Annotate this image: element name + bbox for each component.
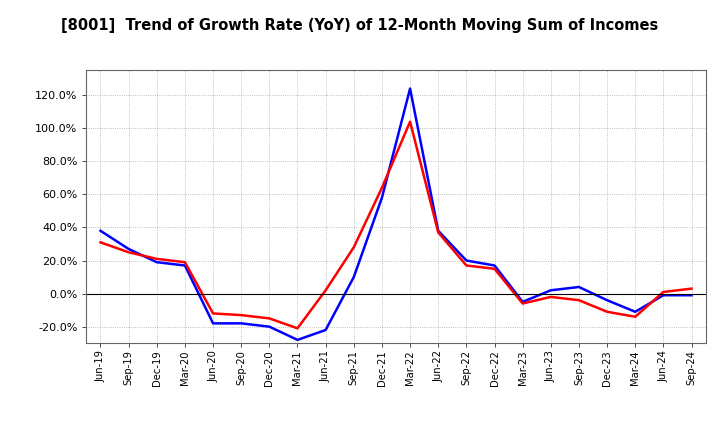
Net Income Growth Rate	[659, 290, 667, 295]
Ordinary Income Growth Rate	[603, 297, 611, 303]
Ordinary Income Growth Rate	[349, 275, 358, 280]
Line: Ordinary Income Growth Rate: Ordinary Income Growth Rate	[101, 88, 691, 340]
Ordinary Income Growth Rate	[181, 263, 189, 268]
Ordinary Income Growth Rate	[125, 246, 133, 252]
Ordinary Income Growth Rate	[96, 228, 105, 233]
Ordinary Income Growth Rate	[153, 260, 161, 265]
Net Income Growth Rate	[490, 266, 499, 271]
Net Income Growth Rate	[434, 230, 443, 235]
Text: [8001]  Trend of Growth Rate (YoY) of 12-Month Moving Sum of Incomes: [8001] Trend of Growth Rate (YoY) of 12-…	[61, 18, 659, 33]
Net Income Growth Rate	[293, 326, 302, 331]
Ordinary Income Growth Rate	[293, 337, 302, 342]
Net Income Growth Rate	[125, 249, 133, 255]
Ordinary Income Growth Rate	[321, 327, 330, 333]
Ordinary Income Growth Rate	[265, 324, 274, 329]
Line: Net Income Growth Rate: Net Income Growth Rate	[101, 121, 691, 328]
Net Income Growth Rate	[265, 316, 274, 321]
Net Income Growth Rate	[603, 309, 611, 315]
Ordinary Income Growth Rate	[546, 288, 555, 293]
Net Income Growth Rate	[321, 288, 330, 293]
Net Income Growth Rate	[349, 245, 358, 250]
Net Income Growth Rate	[575, 297, 583, 303]
Net Income Growth Rate	[209, 311, 217, 316]
Ordinary Income Growth Rate	[687, 293, 696, 298]
Ordinary Income Growth Rate	[209, 321, 217, 326]
Net Income Growth Rate	[518, 301, 527, 306]
Net Income Growth Rate	[462, 263, 471, 268]
Ordinary Income Growth Rate	[518, 299, 527, 304]
Net Income Growth Rate	[546, 294, 555, 300]
Ordinary Income Growth Rate	[377, 195, 386, 200]
Ordinary Income Growth Rate	[490, 263, 499, 268]
Ordinary Income Growth Rate	[406, 86, 415, 91]
Net Income Growth Rate	[631, 314, 639, 319]
Ordinary Income Growth Rate	[659, 293, 667, 298]
Net Income Growth Rate	[237, 312, 246, 318]
Ordinary Income Growth Rate	[631, 309, 639, 315]
Net Income Growth Rate	[687, 286, 696, 291]
Net Income Growth Rate	[406, 119, 415, 124]
Ordinary Income Growth Rate	[462, 258, 471, 263]
Ordinary Income Growth Rate	[237, 321, 246, 326]
Ordinary Income Growth Rate	[434, 228, 443, 233]
Net Income Growth Rate	[96, 240, 105, 245]
Ordinary Income Growth Rate	[575, 284, 583, 290]
Net Income Growth Rate	[181, 260, 189, 265]
Net Income Growth Rate	[153, 256, 161, 261]
Net Income Growth Rate	[377, 185, 386, 191]
